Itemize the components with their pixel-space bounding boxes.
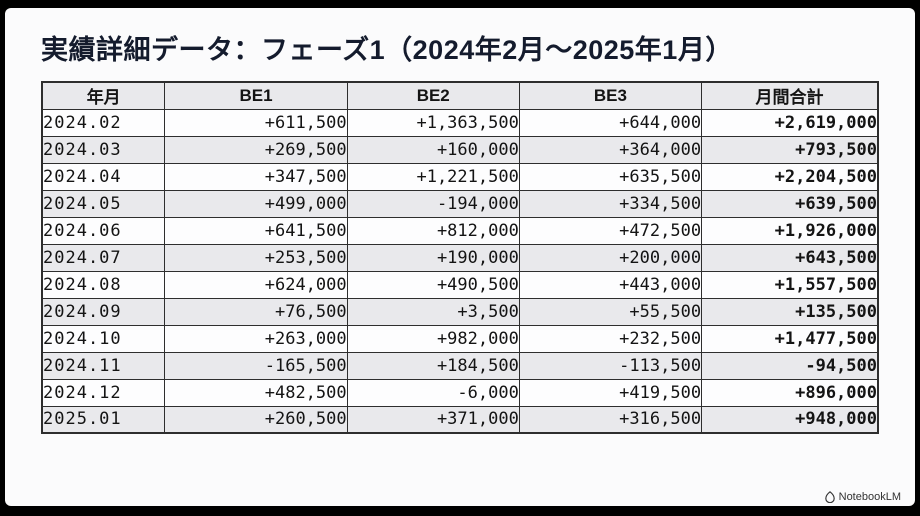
table-row: 2024.04 +347,500 +1,221,500 +635,500 +2,204,… [41, 162, 879, 191]
cell-be3: +55,500 [518, 297, 703, 326]
cell-be2: +3,500 [346, 297, 520, 326]
cell-total: +948,000 [701, 405, 879, 434]
table-row: 2024.06 +641,500 +812,000 +472,500 +1,926,00… [41, 216, 879, 245]
cell-total: -94,500 [701, 351, 879, 380]
table-header-row: 年月 BE1 BE2 BE3 月間合計 [41, 81, 879, 110]
cell-be1: +482,500 [164, 378, 348, 407]
cell-be1: +260,500 [164, 405, 348, 434]
cell-be2: +184,500 [346, 351, 520, 380]
cell-be2: -194,000 [346, 189, 520, 218]
cell-be1: +347,500 [164, 162, 348, 191]
table-row: 2024.11 -165,500 +184,500 -113,500 -94,500 [41, 351, 879, 380]
results-table: 年月 BE1 BE2 BE3 月間合計 2024.02 +611,500 +1,363,50… [41, 81, 879, 434]
cell-be3: -113,500 [518, 351, 703, 380]
cell-be1: +263,000 [164, 324, 348, 353]
cell-month: 2024.08 [41, 270, 166, 299]
cell-be3: +472,500 [518, 216, 703, 245]
cell-be2: -6,000 [346, 378, 520, 407]
table-row: 2024.08 +624,000 +490,500 +443,000 +1,557,50… [41, 270, 879, 299]
cell-be1: +641,500 [164, 216, 348, 245]
cell-be3: +316,500 [518, 405, 703, 434]
cell-be1: -165,500 [164, 351, 348, 380]
cell-be2: +371,000 [346, 405, 520, 434]
cell-month: 2024.07 [41, 243, 166, 272]
column-header-be1: BE1 [164, 81, 348, 110]
cell-month: 2024.11 [41, 351, 166, 380]
cell-total: +793,500 [701, 135, 879, 164]
table-row: 2024.03 +269,500 +160,000 +364,000 +793,500 [41, 135, 879, 164]
cell-be1: +253,500 [164, 243, 348, 272]
cell-be3: +232,500 [518, 324, 703, 353]
cell-total: +639,500 [701, 189, 879, 218]
slide-card: 実績詳細データ：フェーズ1（2024年2月〜2025年1月） 年月 BE1 BE2 B… [5, 8, 915, 506]
cell-total: +135,500 [701, 297, 879, 326]
table-row: 2024.02 +611,500 +1,363,500 +644,000 +2,619,… [41, 108, 879, 137]
cell-be1: +269,500 [164, 135, 348, 164]
cell-be1: +499,000 [164, 189, 348, 218]
column-header-be3: BE3 [518, 81, 703, 110]
cell-be3: +334,500 [518, 189, 703, 218]
column-header-month: 年月 [41, 81, 166, 110]
cell-total: +1,477,500 [701, 324, 879, 353]
cell-be3: +364,000 [518, 135, 703, 164]
cell-be2: +160,000 [346, 135, 520, 164]
cell-be2: +982,000 [346, 324, 520, 353]
cell-be1: +76,500 [164, 297, 348, 326]
cell-month: 2024.10 [41, 324, 166, 353]
cell-month: 2024.03 [41, 135, 166, 164]
cell-month: 2024.05 [41, 189, 166, 218]
table-row: 2024.12 +482,500 -6,000 +419,500 +896,000 [41, 378, 879, 407]
cell-be3: +644,000 [518, 108, 703, 137]
cell-be2: +1,363,500 [346, 108, 520, 137]
cell-total: +643,500 [701, 243, 879, 272]
table-row: 2024.07 +253,500 +190,000 +200,000 +643,500 [41, 243, 879, 272]
cell-total: +2,619,000 [701, 108, 879, 137]
table-row: 2024.05 +499,000 -194,000 +334,500 +639,500 [41, 189, 879, 218]
cell-be2: +812,000 [346, 216, 520, 245]
table-row: 2024.09 +76,500 +3,500 +55,500 +135,500 [41, 297, 879, 326]
cell-be2: +190,000 [346, 243, 520, 272]
cell-month: 2025.01 [41, 405, 166, 434]
cell-be3: +635,500 [518, 162, 703, 191]
cell-month: 2024.12 [41, 378, 166, 407]
column-header-total: 月間合計 [701, 81, 879, 110]
watermark: NotebookLM [824, 491, 901, 503]
cell-month: 2024.02 [41, 108, 166, 137]
cell-total: +896,000 [701, 378, 879, 407]
cell-month: 2024.04 [41, 162, 166, 191]
cell-total: +1,926,000 [701, 216, 879, 245]
cell-be1: +611,500 [164, 108, 348, 137]
cell-be3: +443,000 [518, 270, 703, 299]
cell-be2: +490,500 [346, 270, 520, 299]
cell-month: 2024.09 [41, 297, 166, 326]
table-row: 2024.10 +263,000 +982,000 +232,500 +1,477,50… [41, 324, 879, 353]
cell-be3: +200,000 [518, 243, 703, 272]
page-title: 実績詳細データ：フェーズ1（2024年2月〜2025年1月） [41, 35, 733, 65]
cell-month: 2024.06 [41, 216, 166, 245]
cell-be3: +419,500 [518, 378, 703, 407]
table-body: 2024.02 +611,500 +1,363,500 +644,000 +2,619,… [41, 108, 879, 434]
watermark-label: NotebookLM [838, 491, 901, 503]
table-row: 2025.01 +260,500 +371,000 +316,500 +948,000 [41, 405, 879, 434]
cell-be2: +1,221,500 [346, 162, 520, 191]
cell-total: +1,557,500 [701, 270, 879, 299]
column-header-be2: BE2 [346, 81, 520, 110]
cell-total: +2,204,500 [701, 162, 879, 191]
notebooklm-logo-icon [824, 491, 835, 503]
cell-be1: +624,000 [164, 270, 348, 299]
